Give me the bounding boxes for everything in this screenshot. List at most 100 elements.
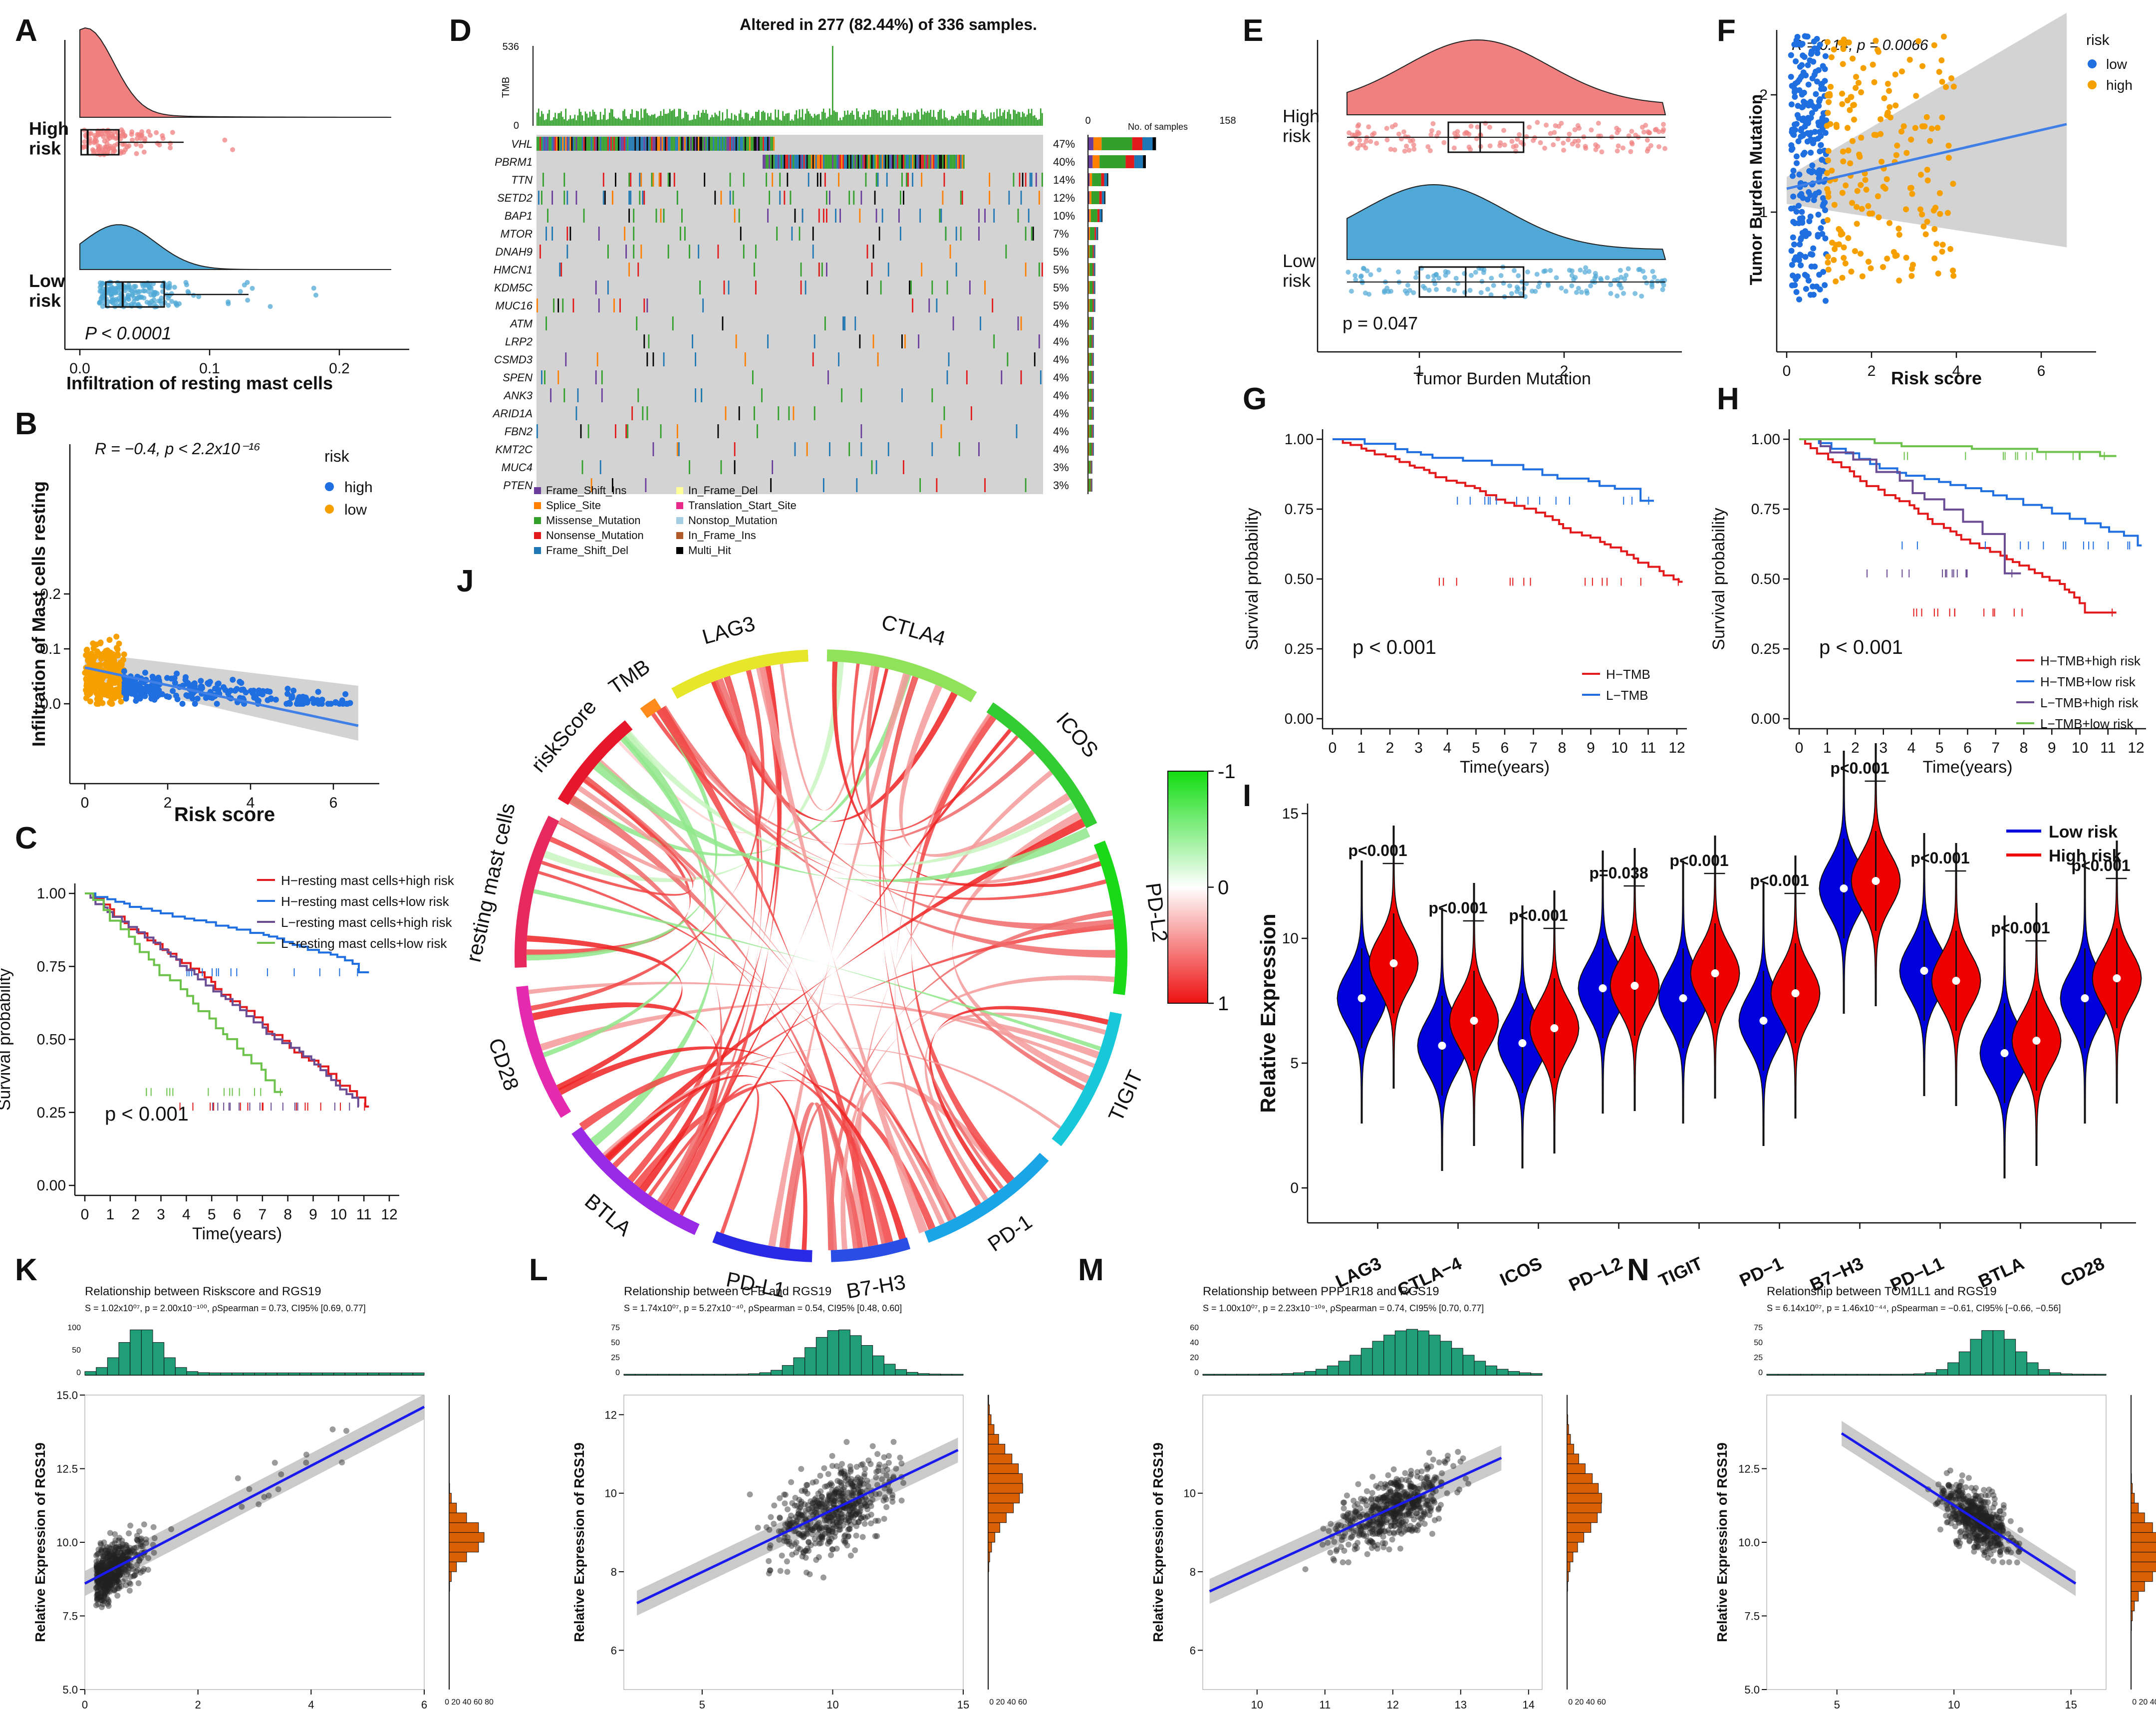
panelD-sample-bar — [1097, 209, 1100, 222]
panelB-point-high — [264, 688, 270, 694]
panelD-mutation-cell — [889, 155, 891, 169]
panelD-tmb-bar — [705, 109, 707, 126]
panelF-point-low — [1822, 282, 1828, 288]
panelL-point — [818, 1504, 825, 1511]
panelF-point-high — [1903, 150, 1910, 156]
panelD-grid-background — [537, 135, 1043, 494]
panelL-top-hist-bar — [895, 1369, 907, 1376]
panelD-mutation-cell — [637, 137, 639, 151]
panelK-point — [98, 1567, 105, 1574]
panelB-point-high — [129, 685, 136, 692]
panelB-point-high — [234, 686, 240, 692]
panelD-tmb-bar — [731, 113, 733, 126]
panelE-point — [1405, 283, 1410, 288]
panelD-tmb-bar — [928, 112, 930, 126]
panelD-tmb-bar — [802, 109, 804, 126]
panelE-point — [1473, 270, 1478, 275]
panel-label-M: M — [1078, 1253, 1104, 1287]
panelB-point-low — [113, 633, 120, 640]
panelB-point-high — [125, 679, 132, 685]
panelK-point — [101, 1585, 108, 1591]
panelM-top-hist-tick: 20 — [1190, 1354, 1199, 1362]
panelB-fit-line — [84, 666, 359, 727]
panelK-point — [111, 1552, 117, 1559]
panelL-point — [825, 1527, 832, 1534]
panelA-x-tick-label: 0.0 — [69, 360, 90, 377]
panelF-point-low — [1806, 131, 1813, 138]
panelM-top-hist-bar — [1270, 1374, 1283, 1376]
panelD-mutation-cell — [689, 245, 690, 259]
panelD-tmb-bar — [598, 120, 600, 126]
panelM-side-hist-bar — [1567, 1463, 1586, 1474]
panelD-mutation-cell — [767, 334, 769, 348]
panelD-mutation-cell — [854, 316, 856, 330]
panelD-mutation-cell — [731, 137, 733, 151]
panelD-mutation-cell — [934, 155, 936, 169]
panelD-gene-label: PBRM1 — [495, 156, 533, 168]
panelD-mutation-cell — [767, 155, 769, 169]
panelK-top-hist-bar — [254, 1373, 267, 1376]
panelE-point — [1572, 127, 1578, 132]
panelK-point — [97, 1594, 104, 1600]
panelF-point-high — [1858, 182, 1864, 188]
panelD-mutation-cell — [940, 424, 942, 438]
panelD-mutation-cell — [627, 424, 629, 438]
panelK-point — [94, 1583, 101, 1590]
panelE-point — [1509, 291, 1514, 296]
panelF-point-low — [1800, 115, 1807, 122]
panelD-mutation-cell — [770, 137, 772, 151]
panelD-tmb-bar — [781, 120, 782, 126]
panelD-tmb-bar — [589, 111, 591, 126]
panelD-tmb-bar — [975, 110, 977, 126]
panelD-mutation-cell — [859, 155, 861, 169]
panelF-point-low — [1798, 262, 1804, 269]
panelC-x-tick-label: 1 — [106, 1206, 114, 1223]
panelB-point-high — [170, 688, 176, 694]
panelD-sample-bar — [1092, 335, 1094, 348]
panelK-point — [94, 1591, 101, 1598]
panelD-mutation-cell — [984, 209, 986, 223]
panelM-top-hist-bar — [1372, 1341, 1384, 1376]
panelD-mutation-cell — [542, 137, 544, 151]
panelB-point-high — [339, 697, 345, 704]
panelD-tmb-bar — [634, 117, 636, 126]
panelK-point — [256, 1501, 262, 1507]
panelK-point — [93, 1585, 99, 1591]
panelD-mutation-cell — [550, 137, 551, 151]
panelD-tmb-bar — [559, 113, 560, 126]
panelF-point-high — [1847, 160, 1854, 167]
panelF-point-high — [1892, 102, 1899, 109]
panelD-mutation-cell — [922, 155, 924, 169]
panelD-tmb-bar — [939, 110, 941, 126]
panelD-mutation-cell — [569, 227, 571, 241]
panelD-mutation-cell — [538, 137, 539, 151]
panelD-mutation-cell — [618, 137, 619, 151]
panelK-point — [95, 1565, 101, 1572]
panelE-point — [1401, 129, 1406, 135]
panelD-mutation-cell — [827, 370, 829, 384]
panelD-mutation-cell — [743, 173, 745, 187]
panelE-point — [1599, 277, 1604, 283]
panelD-mutation-cell — [630, 191, 632, 205]
panelF-point-low — [1821, 201, 1827, 207]
panelK-point — [125, 1568, 131, 1575]
panelD-mutation-cell — [602, 137, 604, 151]
panelD-legend-swatch — [676, 547, 683, 554]
panelE-point — [1628, 149, 1633, 154]
panelD-sample-bar — [1088, 317, 1089, 330]
panelD-mutation-cell — [860, 155, 862, 169]
panelD-tmb-bar — [919, 119, 921, 126]
panelD-tmb-bar — [735, 116, 737, 126]
panelK-point — [107, 1560, 113, 1567]
panelD-tmb-bar — [832, 46, 833, 126]
panelD-gene-label: MTOR — [501, 228, 533, 240]
panelD-tmb-bar — [684, 111, 686, 126]
panelM-top-hist-bar — [1293, 1372, 1305, 1376]
panelD-tmb-bar — [619, 119, 621, 126]
panelD-mutation-cell — [841, 388, 843, 402]
panelK-point — [136, 1558, 142, 1564]
panelL-point — [900, 1479, 907, 1486]
panelD-mutation-cell — [927, 155, 929, 169]
panelK-point — [123, 1542, 130, 1549]
panelD-mutation-cell — [601, 137, 603, 151]
